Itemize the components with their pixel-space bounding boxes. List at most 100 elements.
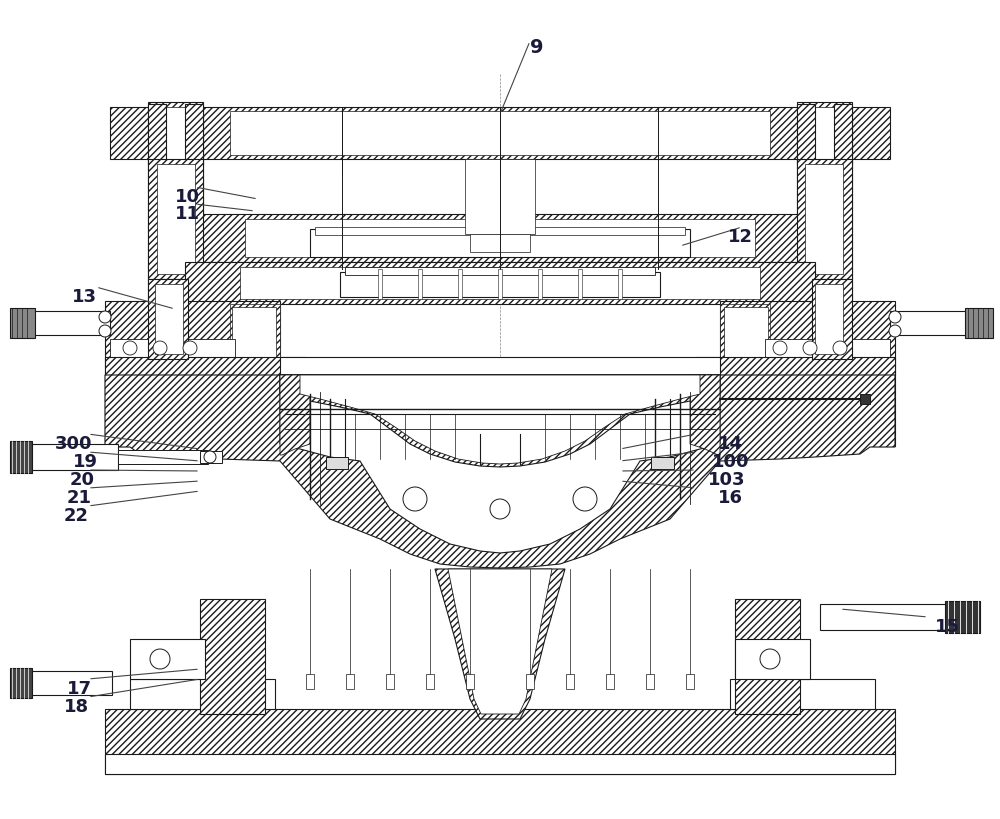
Circle shape: [773, 342, 787, 355]
Circle shape: [803, 342, 817, 355]
Bar: [230, 112, 770, 156]
Polygon shape: [105, 376, 895, 568]
Text: 20: 20: [70, 470, 95, 488]
Bar: [105, 754, 895, 774]
Text: 9: 9: [530, 38, 544, 57]
Bar: [25, 311, 110, 336]
Text: 16: 16: [718, 488, 743, 506]
Bar: [577, 268, 583, 296]
Bar: [105, 709, 895, 774]
Bar: [378, 269, 382, 300]
Bar: [695, 358, 895, 376]
Bar: [245, 219, 755, 258]
Bar: [890, 311, 975, 336]
Bar: [686, 674, 694, 689]
Bar: [417, 268, 423, 296]
Circle shape: [99, 311, 111, 324]
Circle shape: [889, 311, 901, 324]
Bar: [230, 305, 280, 440]
Bar: [10, 309, 35, 338]
Bar: [465, 160, 535, 235]
Circle shape: [760, 649, 780, 669]
Bar: [834, 105, 852, 385]
Bar: [797, 160, 852, 279]
Bar: [797, 103, 852, 165]
Bar: [720, 301, 895, 446]
Bar: [735, 600, 800, 714]
Text: 11: 11: [175, 205, 200, 223]
Circle shape: [153, 342, 167, 355]
Bar: [724, 308, 768, 436]
Bar: [566, 674, 574, 689]
Bar: [280, 358, 720, 376]
Bar: [340, 273, 660, 297]
Bar: [527, 268, 533, 296]
Bar: [627, 268, 633, 296]
Text: 19: 19: [73, 452, 98, 470]
Bar: [815, 285, 843, 355]
Bar: [240, 268, 760, 300]
Polygon shape: [280, 376, 720, 468]
Bar: [470, 235, 530, 253]
Bar: [105, 301, 280, 446]
Bar: [735, 639, 810, 679]
Text: 17: 17: [67, 679, 92, 697]
Bar: [467, 268, 473, 296]
Bar: [945, 601, 980, 633]
Circle shape: [403, 487, 427, 511]
Bar: [110, 340, 235, 358]
Bar: [418, 269, 422, 300]
Bar: [148, 105, 166, 385]
Bar: [148, 160, 203, 279]
Bar: [183, 215, 817, 263]
Bar: [148, 279, 188, 360]
Bar: [10, 668, 32, 698]
Bar: [720, 305, 770, 440]
Text: 18: 18: [64, 697, 89, 715]
Bar: [148, 103, 203, 165]
Bar: [232, 308, 276, 436]
Bar: [200, 600, 265, 714]
Polygon shape: [280, 376, 310, 455]
Text: 12: 12: [728, 228, 753, 246]
Bar: [130, 639, 205, 679]
Bar: [156, 108, 194, 160]
Polygon shape: [326, 458, 348, 469]
Bar: [965, 309, 993, 338]
Polygon shape: [448, 569, 552, 714]
Bar: [110, 108, 890, 160]
Circle shape: [123, 342, 137, 355]
Bar: [10, 441, 32, 473]
Bar: [118, 450, 208, 464]
Bar: [498, 269, 502, 300]
Bar: [367, 268, 373, 296]
Polygon shape: [280, 376, 720, 554]
Circle shape: [99, 326, 111, 337]
Text: 15: 15: [935, 618, 960, 636]
Bar: [386, 674, 394, 689]
Text: 300: 300: [55, 434, 92, 452]
Bar: [346, 674, 354, 689]
Bar: [130, 679, 275, 709]
Bar: [200, 451, 222, 464]
Bar: [820, 604, 960, 631]
Text: 21: 21: [67, 488, 92, 506]
Bar: [315, 228, 685, 236]
Text: 22: 22: [64, 506, 89, 524]
Polygon shape: [651, 458, 674, 469]
Bar: [310, 229, 690, 258]
Bar: [578, 269, 582, 300]
Circle shape: [490, 500, 510, 519]
Bar: [797, 105, 815, 305]
Bar: [105, 358, 305, 376]
Bar: [646, 674, 654, 689]
Polygon shape: [300, 376, 700, 464]
Bar: [466, 674, 474, 689]
Bar: [526, 674, 534, 689]
Bar: [185, 105, 203, 305]
Polygon shape: [690, 376, 720, 455]
Bar: [426, 674, 434, 689]
Bar: [18, 445, 118, 470]
Polygon shape: [435, 569, 565, 719]
Bar: [730, 679, 875, 709]
